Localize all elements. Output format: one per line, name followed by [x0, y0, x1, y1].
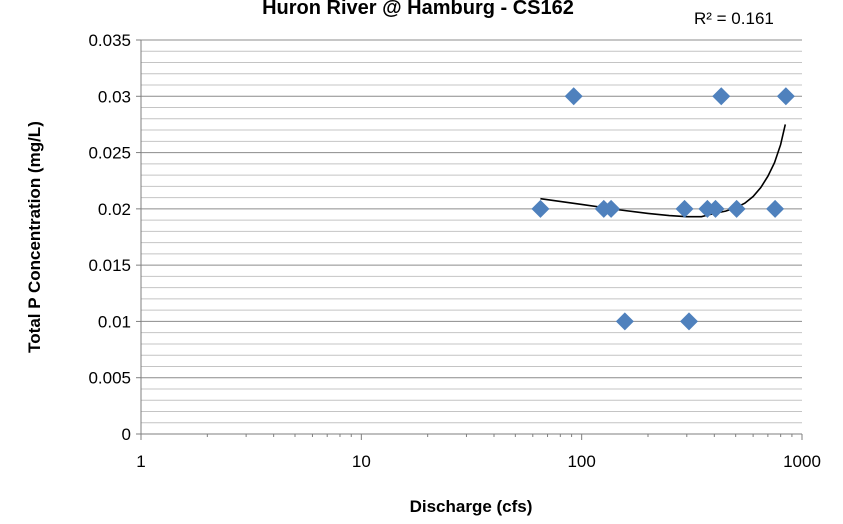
axes [136, 39, 803, 440]
y-tick-label: 0.03 [98, 87, 131, 106]
polynomial-trendline [540, 124, 787, 218]
y-tick-label: 0 [122, 425, 131, 444]
y-tick-label: 0.025 [88, 144, 131, 163]
chart-title: Huron River @ Hamburg - CS162 [262, 0, 574, 19]
x-tick-label: 10 [352, 452, 371, 471]
y-tick-label: 0.015 [88, 256, 131, 275]
data-point-diamond [675, 199, 694, 218]
x-axis-label: Discharge (cfs) [410, 497, 533, 516]
data-point-diamond [727, 199, 746, 218]
data-point-diamond [766, 199, 785, 218]
x-tick-label: 1 [136, 452, 145, 471]
y-axis-label: Total P Concentration (mg/L) [25, 121, 44, 353]
major-gridlines [141, 39, 802, 379]
x-tick-label: 100 [567, 452, 595, 471]
minor-gridlines [141, 50, 802, 424]
x-axis-tick-labels: 1 10 100 1000 [136, 452, 821, 471]
data-point-diamond [531, 199, 550, 218]
y-tick-label: 0.035 [88, 31, 131, 50]
trendline-group [540, 124, 787, 218]
data-point-diamond [712, 87, 731, 106]
y-axis-tick-labels: 0 0.005 0.01 0.015 0.02 0.025 0.03 0.035 [88, 31, 131, 444]
y-tick-label: 0.01 [98, 312, 131, 331]
data-point-diamond [776, 87, 795, 106]
data-points [531, 87, 795, 331]
y-tick-label: 0.02 [98, 200, 131, 219]
data-point-diamond [706, 199, 725, 218]
x-tick-label: 1000 [783, 452, 821, 471]
r-squared-annotation: R² = 0.161 [694, 9, 774, 28]
data-point-diamond [679, 312, 698, 331]
data-point-diamond [602, 199, 621, 218]
y-tick-label: 0.005 [88, 369, 131, 388]
data-point-diamond [564, 87, 583, 106]
data-point-diamond [615, 312, 634, 331]
